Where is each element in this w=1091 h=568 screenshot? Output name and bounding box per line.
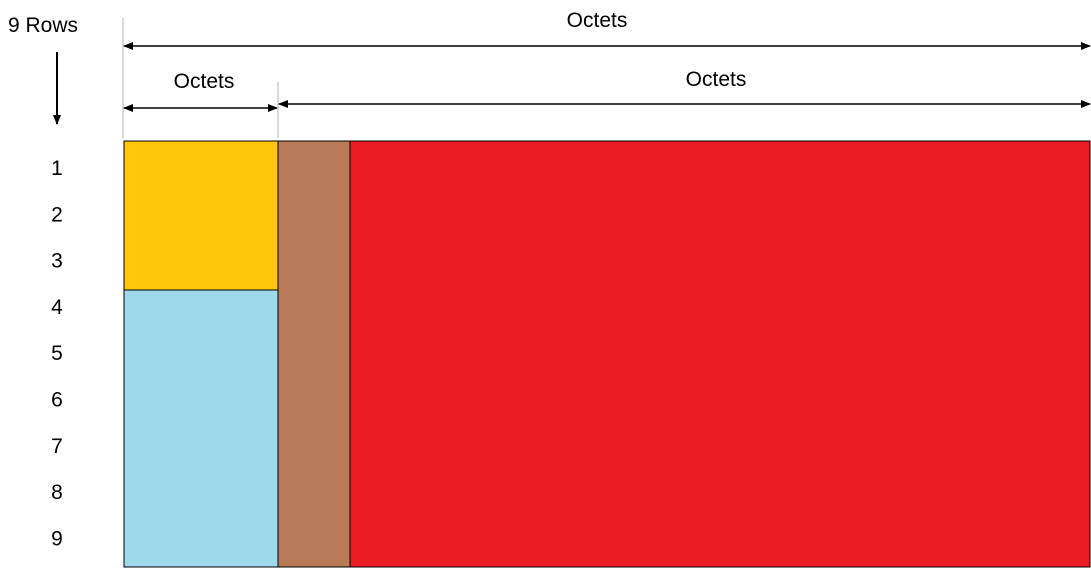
row-number-5: 5 bbox=[51, 342, 63, 365]
row-number-6: 6 bbox=[51, 389, 63, 412]
row-number-list: 1 2 3 4 5 6 7 8 9 bbox=[51, 157, 63, 550]
row-number-3: 3 bbox=[51, 250, 63, 273]
row-number-2: 2 bbox=[51, 203, 63, 226]
left-span-label: Octets bbox=[174, 70, 235, 93]
middle-column-block bbox=[277, 140, 351, 568]
row-number-8: 8 bbox=[51, 481, 63, 504]
row-number-4: 4 bbox=[51, 296, 63, 319]
top-left-block bbox=[123, 140, 279, 291]
top-span-label: Octets bbox=[567, 9, 628, 32]
row-number-1: 1 bbox=[51, 157, 63, 180]
main-area-block bbox=[349, 140, 1091, 568]
row-number-7: 7 bbox=[51, 435, 63, 458]
bottom-left-block bbox=[123, 289, 279, 568]
right-span-label: Octets bbox=[686, 68, 747, 91]
rows-label: 9 Rows bbox=[8, 14, 78, 37]
row-number-9: 9 bbox=[51, 527, 63, 550]
